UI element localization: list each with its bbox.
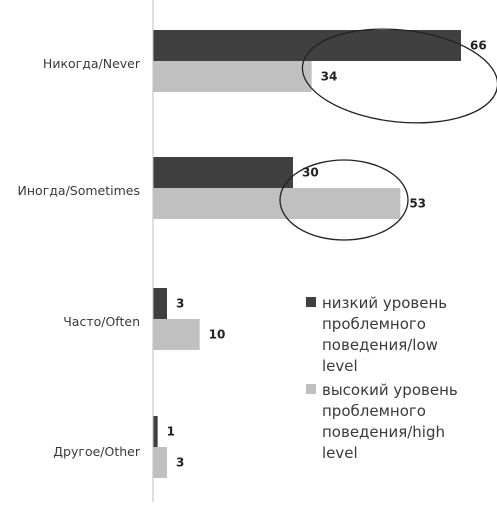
- annotation-ellipse: [279, 159, 409, 241]
- data-label: 66: [470, 39, 487, 53]
- bar-low-level: [153, 157, 293, 188]
- legend-swatch-high-level: [306, 384, 316, 394]
- annotations: [279, 28, 497, 241]
- data-label: 3: [176, 297, 184, 311]
- legend-swatch-low-level: [306, 297, 316, 307]
- category-label: Иногда/Sometimes: [18, 183, 140, 198]
- bar-low-level: [153, 288, 167, 319]
- bar-high-level: [153, 319, 200, 350]
- category-label: Другое/Other: [53, 444, 141, 459]
- legend-label: низкий уровень проблемного поведения/low le…: [322, 294, 447, 375]
- bar-high-level: [153, 188, 401, 219]
- data-label: 30: [302, 166, 319, 180]
- category-label: Часто/Often: [63, 314, 140, 329]
- bar-high-level: [153, 61, 312, 92]
- bar-low-level: [153, 30, 461, 61]
- data-label: 1: [167, 425, 175, 439]
- data-label: 10: [209, 328, 226, 342]
- data-label: 34: [321, 70, 338, 84]
- data-label: 3: [176, 456, 184, 470]
- bar-low-level: [153, 416, 158, 447]
- data-label: 53: [409, 197, 426, 211]
- annotation-ellipse: [301, 28, 497, 124]
- bar-high-level: [153, 447, 167, 478]
- legend: низкий уровень проблемного поведения/low le…: [306, 294, 458, 462]
- legend-label: высокий уровень проблемного поведения/high…: [322, 381, 458, 462]
- category-label: Никогда/Never: [43, 56, 141, 71]
- category-labels: Никогда/Never Иногда/Sometimes Часто/Often…: [18, 56, 141, 459]
- bars: 66 34 30 53 3 10 1 3: [153, 30, 487, 478]
